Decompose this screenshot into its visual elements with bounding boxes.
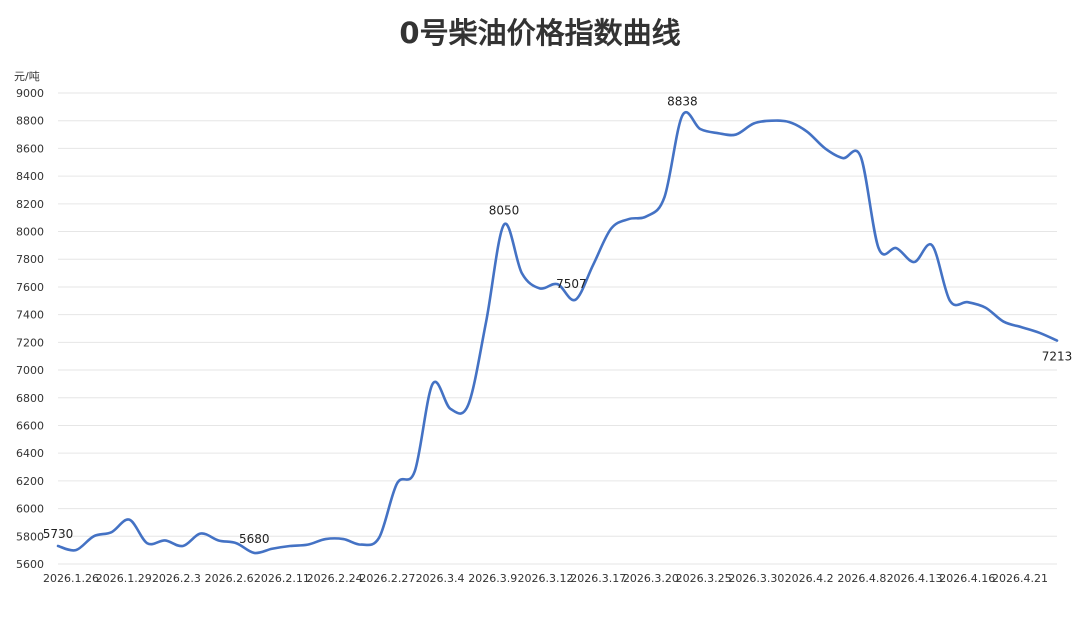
- x-tick-label: 2026.3.30: [728, 572, 784, 585]
- x-tick-label: 2026.2.11: [254, 572, 310, 585]
- y-tick-label: 6600: [16, 419, 44, 432]
- x-tick-label: 2026.4.21: [992, 572, 1048, 585]
- y-tick-label: 8600: [16, 142, 44, 155]
- y-tick-label: 7200: [16, 336, 44, 349]
- data-label: 8050: [489, 204, 520, 218]
- y-tick-label: 6200: [16, 475, 44, 488]
- y-tick-label: 8200: [16, 198, 44, 211]
- x-tick-label: 2026.3.9: [468, 572, 517, 585]
- x-tick-label: 2026.3.4: [416, 572, 465, 585]
- y-tick-label: 7800: [16, 253, 44, 266]
- y-tick-label: 8800: [16, 115, 44, 128]
- y-tick-label: 8000: [16, 226, 44, 239]
- x-tick-label: 2026.3.12: [518, 572, 574, 585]
- y-tick-label: 7000: [16, 364, 44, 377]
- y-tick-label: 8400: [16, 170, 44, 183]
- data-label: 5680: [239, 532, 270, 546]
- y-tick-label: 9000: [16, 87, 44, 100]
- x-tick-label: 2026.2.27: [359, 572, 415, 585]
- x-tick-label: 2026.3.25: [676, 572, 732, 585]
- x-tick-label: 2026.4.8: [837, 572, 886, 585]
- y-tick-label: 6800: [16, 392, 44, 405]
- axis-layer: 元/吨 5600 5800 6000 6200 6400 6600 6800 7000 7200…: [14, 70, 1048, 585]
- x-tick-label: 2026.2.3: [152, 572, 201, 585]
- y-tick-label: 5600: [16, 558, 44, 571]
- x-tick-label: 2026.2.24: [307, 572, 363, 585]
- x-tick-label: 2026.4.13: [887, 572, 943, 585]
- x-tick-label: 2026.1.26: [43, 572, 99, 585]
- series-layer: [56, 111, 1059, 555]
- x-tick-label: 2026.3.20: [623, 572, 679, 585]
- x-tick-label: 2026.2.6: [205, 572, 254, 585]
- x-tick-label: 2026.3.17: [570, 572, 626, 585]
- y-tick-label: 7400: [16, 309, 44, 322]
- x-tick-label: 2026.4.16: [939, 572, 995, 585]
- data-label: 8838: [667, 94, 698, 108]
- y-tick-label: 5800: [16, 530, 44, 543]
- data-label-layer: 5730 5680 8050 7507 8838 7213: [43, 94, 1073, 545]
- grid-layer: [58, 92, 1057, 565]
- x-tick-label: 2026.4.2: [785, 572, 834, 585]
- y-axis-unit-label: 元/吨: [14, 70, 40, 83]
- series-line: [56, 111, 1059, 555]
- chart-title: 0号柴油价格指数曲线: [399, 16, 681, 50]
- y-tick-label: 6400: [16, 447, 44, 460]
- data-label: 5730: [43, 527, 74, 541]
- y-tick-label: 6000: [16, 503, 44, 516]
- x-tick-label: 2026.1.29: [96, 572, 152, 585]
- y-tick-label: 7600: [16, 281, 44, 294]
- data-label: 7213: [1042, 350, 1073, 364]
- data-label: 7507: [556, 277, 587, 291]
